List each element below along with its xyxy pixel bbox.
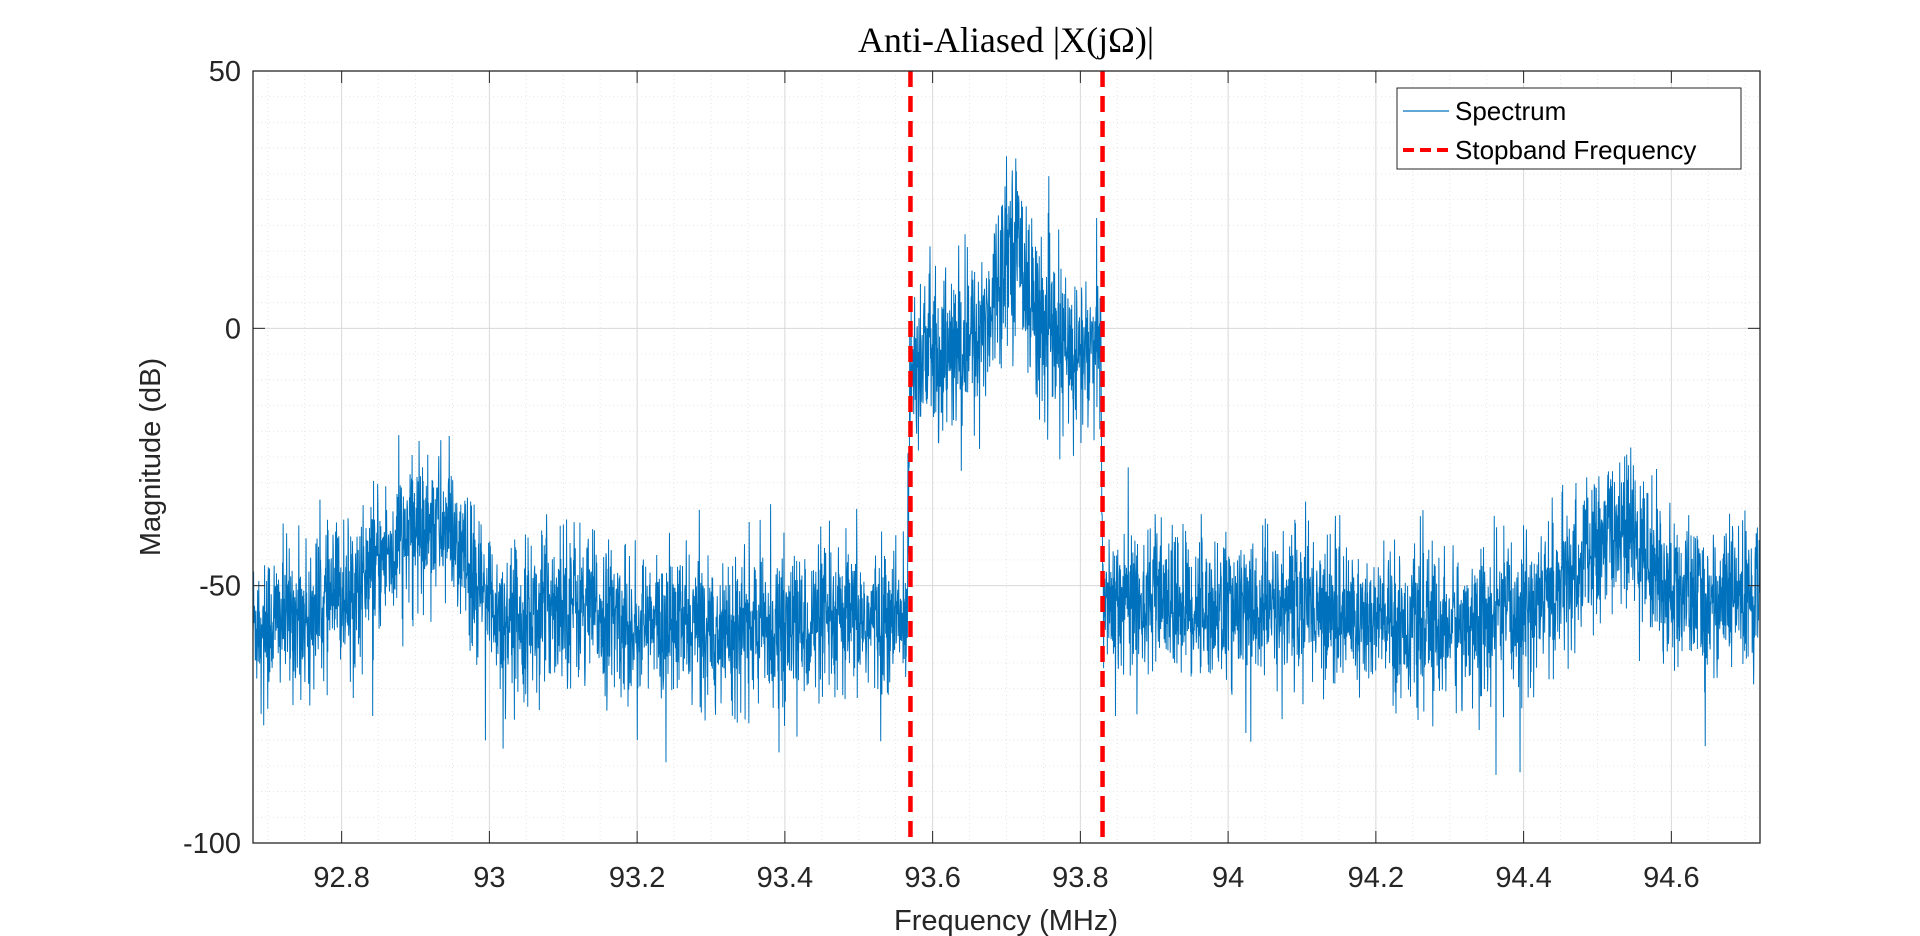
- legend-stopband-label: Stopband Frequency: [1455, 135, 1696, 165]
- y-tick-labels: 50 0 -50 -100: [183, 56, 241, 860]
- x-tick-label: 93.6: [904, 862, 960, 894]
- x-tick-label: 92.8: [313, 862, 369, 894]
- spectrum-line: [252, 156, 1761, 775]
- x-tick-labels: 92.8 93 93.2 93.4 93.6 93.8 94 94.2 94.4 94.6: [313, 862, 1699, 894]
- axis-ticks: [253, 70, 1760, 844]
- legend-box: [1396, 87, 1742, 170]
- x-tick-label: 94: [1212, 862, 1244, 894]
- x-tick-label: 94.4: [1495, 862, 1551, 894]
- plot-area-border: [252, 70, 1761, 844]
- y-tick-label: 50: [209, 56, 241, 88]
- y-tick-label: -50: [199, 571, 241, 603]
- x-tick-label: 94.6: [1643, 862, 1699, 894]
- y-tick-label: 0: [225, 313, 241, 345]
- x-tick-label: 93.2: [609, 862, 665, 894]
- y-tick-label: -100: [183, 828, 241, 860]
- x-tick-label: 93: [473, 862, 505, 894]
- legend-spectrum-label: Spectrum: [1455, 96, 1566, 126]
- spectrum-series: [252, 156, 1761, 775]
- x-tick-label: 94.2: [1348, 862, 1404, 894]
- y-axis-label: Magnitude (dB): [135, 358, 167, 556]
- stopband-series: [908, 71, 1105, 843]
- x-tick-label: 93.4: [757, 862, 813, 894]
- legend: Spectrum Stopband Frequency: [1396, 87, 1742, 170]
- x-tick-label: 93.8: [1052, 862, 1108, 894]
- x-axis-label: Frequency (MHz): [894, 905, 1118, 936]
- chart-title: Anti-Aliased |X(jΩ)|: [858, 20, 1154, 60]
